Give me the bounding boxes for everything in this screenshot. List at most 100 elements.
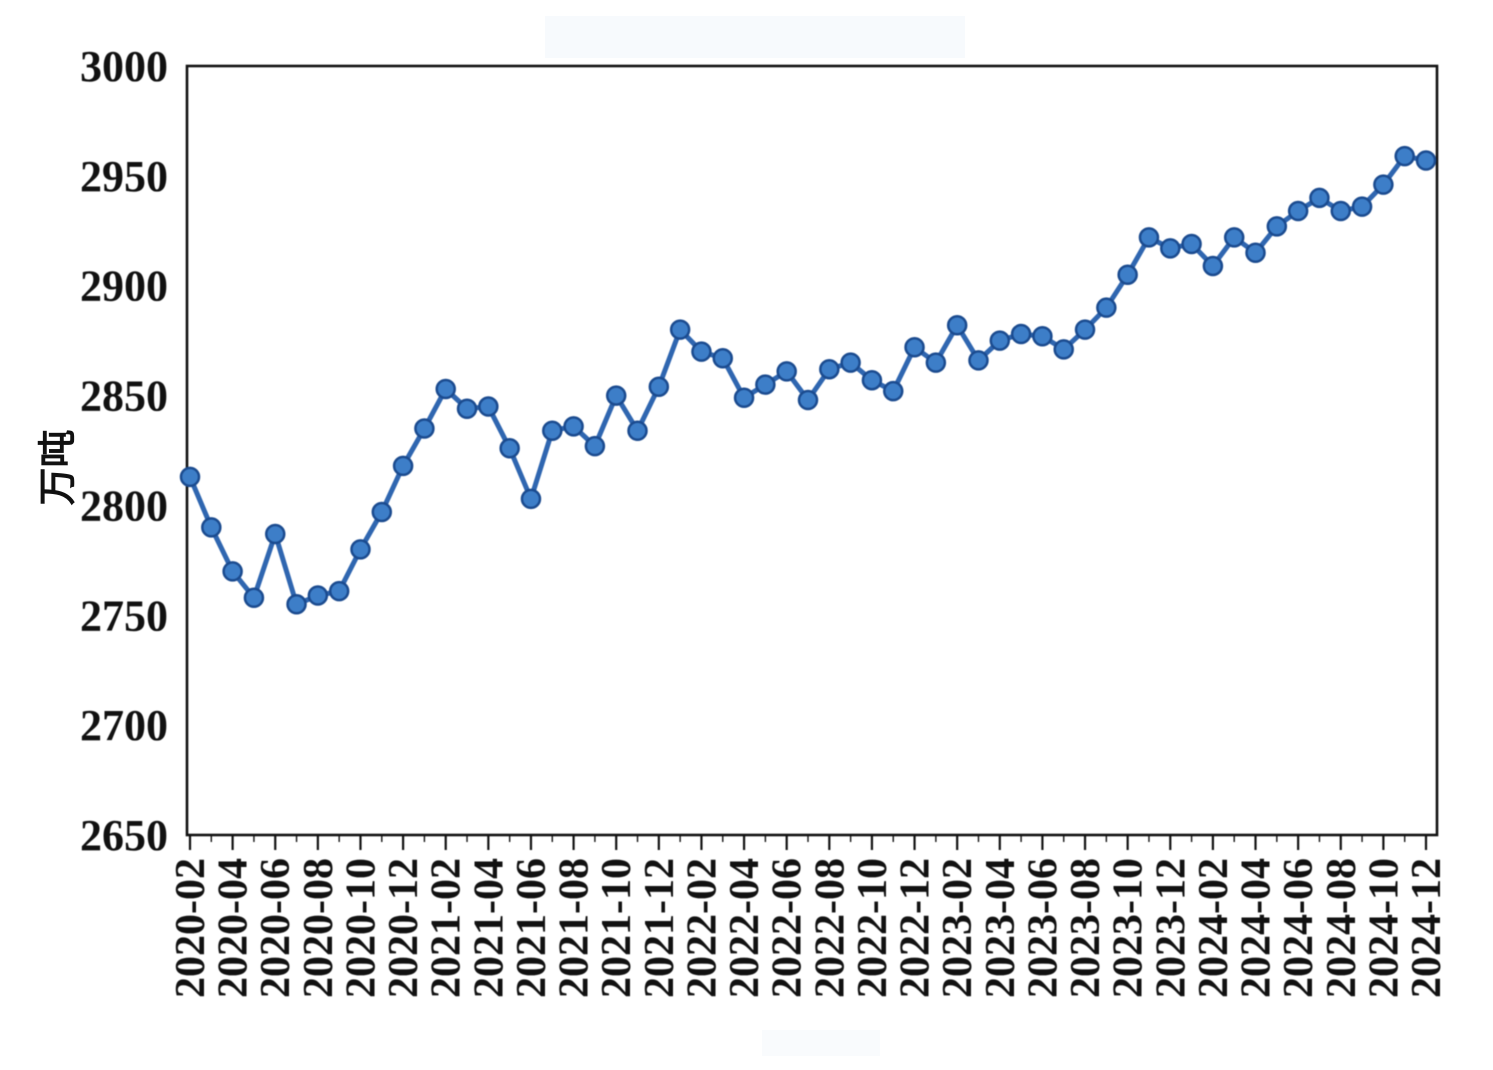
x-tick-label: 2021-06 xyxy=(509,858,555,998)
data-point xyxy=(755,374,776,395)
x-tick-label: 2022-06 xyxy=(765,858,811,998)
data-point xyxy=(222,561,243,582)
data-point xyxy=(776,361,797,382)
data-point xyxy=(605,385,627,406)
x-tick-label: 2024-10 xyxy=(1361,858,1407,998)
data-point xyxy=(1096,297,1117,318)
x-tick-label: 2024-12 xyxy=(1404,858,1450,998)
data-point xyxy=(478,396,499,417)
x-tick-label: 2020-12 xyxy=(381,858,427,998)
data-point xyxy=(691,341,712,362)
data-point xyxy=(1117,264,1138,285)
x-tick-label: 2024-08 xyxy=(1319,858,1365,998)
scan-artifact-bottom xyxy=(762,1030,880,1056)
data-point xyxy=(1223,227,1245,248)
data-point xyxy=(542,420,563,441)
x-tick-label: 2024-04 xyxy=(1234,858,1280,998)
data-point xyxy=(563,416,584,437)
data-point xyxy=(1245,242,1266,264)
data-point xyxy=(904,336,925,358)
data-point xyxy=(733,387,755,409)
y-tick-label: 3000 xyxy=(80,42,168,91)
data-point xyxy=(861,369,883,391)
plot-border xyxy=(185,64,1439,837)
data-point xyxy=(1266,216,1288,237)
data-point xyxy=(946,315,968,336)
data-point xyxy=(179,466,201,488)
data-point xyxy=(1415,150,1437,171)
data-line xyxy=(187,153,1429,607)
x-tick-label: 2020-08 xyxy=(296,858,342,998)
data-point xyxy=(840,352,861,373)
data-point xyxy=(669,319,691,340)
x-tick-label: 2020-10 xyxy=(338,858,384,998)
x-tick-label: 2021-04 xyxy=(466,858,512,998)
x-tick-label: 2023-08 xyxy=(1063,858,1109,998)
data-point xyxy=(989,330,1011,351)
y-tick-label: 2700 xyxy=(80,701,168,750)
data-point xyxy=(499,438,520,459)
x-tick-label: 2020-04 xyxy=(211,858,257,998)
y-tick-label: 2900 xyxy=(80,262,168,311)
x-tick-label: 2023-12 xyxy=(1148,858,1194,998)
data-point xyxy=(1160,238,1181,259)
data-point xyxy=(797,389,819,411)
data-point xyxy=(1287,200,1309,222)
x-tick-label: 2023-06 xyxy=(1020,858,1066,998)
x-tick-label: 2022-08 xyxy=(807,858,853,998)
x-tick-label: 2023-02 xyxy=(935,858,981,998)
x-axis-tick-labels: 2020-022020-042020-062020-082020-102020-… xyxy=(168,858,1450,998)
x-tick-label: 2021-02 xyxy=(424,858,470,998)
x-tick-label: 2021-12 xyxy=(637,858,683,998)
y-axis-unit-label: 万吨 xyxy=(37,429,80,506)
data-point xyxy=(1053,339,1074,360)
data-point xyxy=(819,358,840,380)
x-tick-label: 2024-06 xyxy=(1276,858,1322,998)
data-point xyxy=(1373,174,1394,195)
data-point xyxy=(1394,145,1415,167)
x-tick-label: 2022-10 xyxy=(850,858,896,998)
data-point xyxy=(1074,319,1096,340)
x-tick-label: 2023-10 xyxy=(1106,858,1152,998)
x-tick-label: 2021-08 xyxy=(552,858,598,998)
x-tick-label: 2021-10 xyxy=(594,858,640,998)
data-points xyxy=(179,145,1437,615)
y-axis-tick-labels: 2650 2700 2750 2800 2850 2900 2950 3000 xyxy=(80,42,168,860)
data-point xyxy=(712,347,734,369)
x-tick-label: 2022-04 xyxy=(722,858,768,998)
data-point xyxy=(392,455,414,477)
x-tick-label: 2020-06 xyxy=(253,858,299,998)
data-point xyxy=(264,523,286,545)
data-point xyxy=(584,435,606,457)
y-tick-label: 2750 xyxy=(80,591,168,640)
x-tick-label: 2020-02 xyxy=(168,858,214,998)
data-point xyxy=(520,488,542,510)
data-point xyxy=(1138,227,1160,248)
data-point xyxy=(456,398,478,420)
data-point xyxy=(435,378,456,400)
data-point xyxy=(1181,233,1202,255)
data-point xyxy=(1330,200,1352,222)
x-tick-label: 2022-12 xyxy=(893,858,939,998)
data-point xyxy=(1351,196,1373,217)
scan-artifact-top xyxy=(545,16,965,58)
data-point xyxy=(1202,255,1224,277)
data-point xyxy=(201,517,222,538)
data-point xyxy=(1309,187,1330,209)
data-point xyxy=(882,380,904,402)
y-tick-label: 2850 xyxy=(80,372,168,421)
x-axis-ticks xyxy=(188,836,1428,850)
data-point xyxy=(968,350,989,371)
data-point xyxy=(1032,325,1053,347)
data-point xyxy=(350,539,371,560)
x-tick-label: 2024-02 xyxy=(1191,858,1237,998)
data-point xyxy=(414,418,435,439)
y-tick-label: 2650 xyxy=(80,811,168,860)
x-tick-label: 2023-04 xyxy=(978,858,1024,998)
data-point xyxy=(307,585,329,606)
data-point xyxy=(286,594,307,615)
data-point xyxy=(371,501,393,523)
data-point xyxy=(925,352,947,373)
